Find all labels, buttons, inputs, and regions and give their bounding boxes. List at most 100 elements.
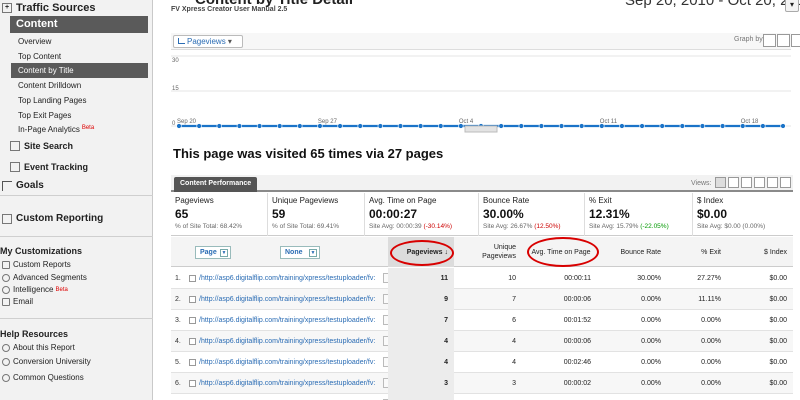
row-page-link[interactable]: /http://asp6.digitalflip.com/training/xp… bbox=[199, 317, 376, 324]
row-page-link[interactable]: /http://asp6.digitalflip.com/training/xp… bbox=[199, 394, 384, 400]
chart-x-tick-label: Sep 27 bbox=[318, 119, 338, 125]
sidebar-event-tracking-label: Event Tracking bbox=[24, 162, 89, 172]
sidebar-item-top-exit-pages[interactable]: Top Exit Pages bbox=[11, 108, 148, 123]
page-subtitle: FV Xpress Creator User Manual 2.5 bbox=[171, 6, 288, 13]
table-row[interactable]: 5. /http://asp6.digitalflip.com/training/… bbox=[171, 352, 793, 373]
sidebar-event-tracking[interactable]: Event Tracking bbox=[8, 162, 88, 172]
sidebar-item-top-landing-pages[interactable]: Top Landing Pages bbox=[11, 93, 148, 108]
table-row[interactable]: 2. /http://asp6.digitalflip.com/training/… bbox=[171, 289, 793, 310]
tab-content-performance[interactable]: Content Performance bbox=[174, 177, 258, 192]
cell-unique: 10 bbox=[508, 275, 516, 282]
sidebar-custom-reports[interactable]: Custom Reports bbox=[2, 260, 71, 269]
cell-exit: 11.11% bbox=[698, 296, 721, 303]
table-view-icon[interactable] bbox=[715, 177, 726, 188]
table-row[interactable]: 6. /http://asp6.digitalflip.com/training/… bbox=[171, 373, 793, 394]
beta-badge: Beta bbox=[55, 286, 68, 293]
graph-by-month-button[interactable] bbox=[791, 34, 800, 47]
cell-index: $0.00 bbox=[769, 275, 787, 282]
cell-bounce: 0.00% bbox=[597, 394, 667, 400]
row-detail-icon[interactable] bbox=[189, 359, 196, 366]
sidebar-group-content[interactable]: Content bbox=[10, 16, 148, 33]
bar-view-icon[interactable] bbox=[741, 177, 752, 188]
help-resources-title: Help Resources bbox=[0, 329, 68, 339]
summary-label: % Exit bbox=[589, 196, 612, 205]
visit-headline: This page was visited 65 times via 27 pa… bbox=[173, 146, 444, 161]
graph-by-day-button[interactable] bbox=[763, 34, 776, 47]
chart-point bbox=[276, 123, 283, 129]
graph-toolbar: Pageviews ▾ Graph by: bbox=[171, 33, 800, 50]
chart-point bbox=[760, 123, 766, 129]
cell-bounce: 0.00% bbox=[641, 317, 661, 324]
table-row[interactable]: 3. /http://asp6.digitalflip.com/training/… bbox=[171, 310, 793, 331]
row-detail-icon[interactable] bbox=[189, 275, 196, 282]
sidebar-about-report[interactable]: About this Report bbox=[2, 343, 75, 352]
compare-view-icon[interactable] bbox=[754, 177, 765, 188]
sidebar-traffic-sources[interactable]: + Traffic Sources bbox=[0, 2, 95, 14]
sidebar-conversion-university[interactable]: Conversion University bbox=[2, 357, 91, 366]
cell-pageviews: 4 bbox=[388, 352, 454, 373]
sidebar-custom-reporting[interactable]: Custom Reporting bbox=[0, 213, 103, 224]
table-row[interactable]: 7. /http://asp6.digitalflip.com/training/… bbox=[171, 394, 793, 400]
column-header-index[interactable]: $ Index bbox=[727, 237, 793, 267]
row-page-link[interactable]: /http://asp6.digitalflip.com/training/xp… bbox=[199, 338, 376, 345]
sidebar-item-label: In-Page Analytics bbox=[18, 125, 80, 134]
chevron-down-icon: ▼ bbox=[309, 249, 317, 257]
column-header-unique[interactable]: Unique Pageviews bbox=[454, 237, 522, 267]
pie-view-icon[interactable] bbox=[728, 177, 739, 188]
chart-point bbox=[659, 123, 665, 129]
chart-y-tick-label: 0 bbox=[172, 121, 176, 127]
column-header-exit[interactable]: % Exit bbox=[667, 237, 727, 267]
chart-point bbox=[196, 123, 202, 129]
row-page-link[interactable]: /http://asp6.digitalflip.com/training/xp… bbox=[199, 380, 376, 387]
list-view-icon[interactable] bbox=[780, 177, 791, 188]
summary-unique-pageviews: Unique Pageviews 59 % of Site Total: 69.… bbox=[268, 193, 365, 236]
sidebar-group-content-label: Content bbox=[16, 18, 58, 30]
sidebar-advanced-segments[interactable]: Advanced Segments bbox=[2, 273, 87, 282]
pivot-view-icon[interactable] bbox=[767, 177, 778, 188]
table-header: Page ▼ None ▼ Pageviews ↓ Unique Pageviews … bbox=[171, 237, 793, 267]
column-header-avg-time[interactable]: Avg. Time on Page bbox=[522, 237, 597, 267]
chevron-down-icon[interactable]: ▾ bbox=[785, 0, 799, 12]
sidebar-goals-label: Goals bbox=[16, 180, 44, 191]
column-header-pageviews[interactable]: Pageviews ↓ bbox=[388, 237, 454, 267]
sidebar-item-in-page-analytics[interactable]: In-Page Analytics Beta bbox=[11, 122, 148, 137]
help-icon bbox=[2, 357, 10, 366]
column-header-label: Bounce Rate bbox=[620, 248, 661, 256]
graph-by-week-button[interactable] bbox=[777, 34, 790, 47]
sub-item-label: Common Questions bbox=[13, 373, 84, 382]
sidebar-item-overview[interactable]: Overview bbox=[11, 34, 148, 49]
metric-selector[interactable]: Pageviews ▾ bbox=[173, 35, 243, 48]
cell-pageviews: 7 bbox=[388, 310, 454, 331]
row-detail-icon[interactable] bbox=[189, 338, 196, 345]
cell-bounce: 30.00% bbox=[637, 275, 661, 282]
sidebar-item-top-content[interactable]: Top Content bbox=[11, 49, 148, 64]
chart-point bbox=[699, 123, 706, 129]
sidebar-common-questions[interactable]: Common Questions bbox=[2, 373, 84, 382]
row-detail-icon[interactable] bbox=[189, 317, 196, 324]
row-page-link[interactable]: /http://asp6.digitalflip.com/training/xp… bbox=[199, 275, 376, 282]
sidebar-goals[interactable]: Goals bbox=[0, 180, 44, 191]
sidebar-item-content-by-title[interactable]: Content by Title bbox=[11, 63, 148, 78]
date-range[interactable]: Sep 20, 2010 - Oct 20, 2010 bbox=[625, 0, 800, 9]
sidebar-item-content-drilldown[interactable]: Content Drilldown bbox=[11, 78, 148, 93]
primary-dimension-select[interactable]: Page ▼ bbox=[195, 246, 231, 259]
sidebar-email[interactable]: Email bbox=[2, 297, 33, 306]
sidebar-site-search[interactable]: Site Search bbox=[8, 141, 73, 151]
cell-exit: 0.00% bbox=[701, 338, 721, 345]
row-page-link[interactable]: /http://asp6.digitalflip.com/training/xp… bbox=[199, 296, 376, 303]
row-detail-icon[interactable] bbox=[189, 380, 196, 387]
summary-sub: Site Avg: 26.67% (12.50%) bbox=[483, 223, 584, 230]
sidebar-intelligence[interactable]: Intelligence Beta bbox=[2, 285, 68, 294]
secondary-dimension-select[interactable]: None ▼ bbox=[280, 246, 320, 259]
row-detail-icon[interactable] bbox=[189, 296, 196, 303]
cell-pageviews: 4 bbox=[388, 331, 454, 352]
table-row[interactable]: 1. /http://asp6.digitalflip.com/training/… bbox=[171, 268, 793, 289]
row-page-link[interactable]: /http://asp6.digitalflip.com/training/xp… bbox=[199, 359, 376, 366]
beta-badge: Beta bbox=[81, 125, 95, 131]
cell-pageviews: 3 bbox=[388, 394, 454, 400]
help-icon bbox=[2, 343, 10, 352]
column-header-bounce[interactable]: Bounce Rate bbox=[597, 237, 667, 267]
table-row[interactable]: 4. /http://asp6.digitalflip.com/training/… bbox=[171, 331, 793, 352]
cell-pageviews: 3 bbox=[388, 373, 454, 394]
